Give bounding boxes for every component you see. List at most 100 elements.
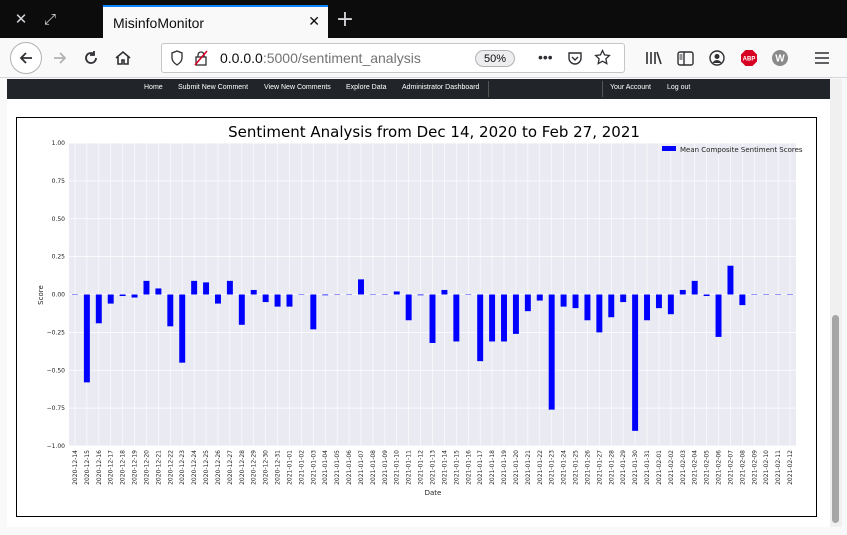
bar-2021-01-29 [620,294,627,303]
nav-home-link[interactable]: Home [144,84,163,91]
bar-2021-01-20 [512,294,519,334]
bar-2021-02-08 [739,294,746,306]
bar-2021-02-03 [679,289,686,295]
bar-2021-01-10 [393,291,400,295]
x-tick-label: 2021-02-12 [787,450,794,485]
x-tick-label: 2020-12-28 [239,450,246,485]
x-tick-label: 2021-01-03 [310,450,317,485]
bar-2021-01-07 [358,279,364,295]
bar-2021-01-03 [310,294,317,330]
bar-2021-01-17 [477,294,484,362]
page-scrollbar[interactable] [830,79,842,527]
x-tick-label: 2020-12-16 [96,450,103,485]
new-tab-button[interactable]: + [335,6,355,32]
scrollbar-thumb[interactable] [832,315,839,523]
pocket-icon[interactable] [567,50,583,69]
x-tick-label: 2021-01-15 [453,450,460,485]
svg-text:ABP: ABP [743,57,756,63]
x-tick-label: 2021-01-02 [298,450,305,485]
x-tick-label: 2020-12-26 [215,450,222,485]
nav-view-link[interactable]: View New Comments [264,84,331,91]
x-tick-label: 2020-12-15 [84,450,91,485]
x-tick-label: 2021-02-01 [656,450,663,485]
zoom-level-button[interactable]: 50% [475,50,515,67]
nav-explore-link[interactable]: Explore Data [346,84,387,91]
nav-account-link[interactable]: Your Account [610,84,651,91]
url-host: 0.0.0.0 [220,50,263,66]
x-tick-label: 2021-01-20 [513,450,520,485]
insecure-lock-icon[interactable] [194,50,208,69]
bar-2021-02-07 [727,265,734,295]
x-tick-label: 2021-01-12 [418,450,425,485]
x-tick-label: 2021-01-30 [632,450,639,485]
nav-divider [602,81,603,97]
x-tick-label: 2021-01-23 [549,450,556,485]
x-tick-label: 2020-12-31 [275,450,282,485]
x-tick-label: 2021-02-02 [668,450,675,485]
bar-2021-01-15 [453,294,460,342]
url-path: :5000/sentiment_analysis [262,50,421,66]
bar-2020-12-18 [119,294,126,297]
svg-text:W: W [775,54,785,65]
x-axis-label: Date [425,489,442,497]
navigation-toolbar: 0.0.0.0:5000/sentiment_analysis 50% ••• … [0,38,847,78]
x-tick-label: 2021-01-08 [370,450,377,485]
x-tick-label: 2021-01-24 [561,450,568,485]
extension-w-icon[interactable]: W [766,44,794,72]
y-tick-label: −1.00 [47,443,66,450]
nav-submit-link[interactable]: Submit New Comment [178,84,249,91]
x-tick-label: 2021-01-19 [501,450,508,485]
x-tick-label: 2021-01-25 [573,450,580,485]
bar-2020-12-16 [95,294,102,324]
bar-2021-01-18 [489,294,496,342]
bar-2020-12-17 [107,294,114,304]
reload-icon[interactable] [77,44,105,72]
adblock-icon[interactable]: ABP [735,44,763,72]
bar-2021-01-14 [441,289,448,295]
x-tick-label: 2020-12-29 [251,450,258,485]
url-bar[interactable]: 0.0.0.0:5000/sentiment_analysis 50% ••• [161,43,625,73]
y-tick-label: 1.00 [52,140,66,147]
bar-2021-01-22 [536,294,543,301]
x-tick-label: 2021-01-28 [608,450,615,485]
x-tick-label: 2021-01-16 [465,450,472,485]
bar-2021-01-30 [632,294,639,431]
bar-2021-02-06 [715,294,722,337]
forward-arrow-icon[interactable] [46,44,74,72]
x-tick-label: 2021-02-05 [704,450,711,485]
restore-icon[interactable]: ⤢ [43,10,56,28]
hamburger-menu-icon[interactable] [808,44,836,72]
x-tick-label: 2020-12-19 [132,450,139,485]
x-tick-label: 2021-01-14 [441,450,448,485]
star-icon[interactable] [594,48,611,69]
x-tick-label: 2021-01-01 [286,450,293,485]
x-tick-label: 2021-02-07 [727,450,734,485]
x-tick-label: 2020-12-23 [179,450,186,485]
back-arrow-icon[interactable] [10,42,42,74]
close-icon[interactable]: ✕ [14,10,28,28]
more-icon[interactable]: ••• [538,49,553,65]
library-icon[interactable] [640,44,668,72]
bar-2020-12-31 [274,294,281,307]
shield-icon[interactable] [170,50,184,69]
nav-logout-link[interactable]: Log out [667,84,691,91]
x-tick-label: 2021-01-27 [596,450,603,485]
close-icon[interactable]: ✕ [308,13,320,29]
nav-admin-link[interactable]: Administrator Dashboard [402,84,480,91]
bar-2020-12-26 [214,294,221,304]
account-icon[interactable] [703,44,731,72]
sentiment-bar-chart: Sentiment Analysis from Dec 14, 2020 to … [37,123,803,497]
home-icon[interactable] [109,44,137,72]
x-tick-label: 2021-01-18 [489,450,496,485]
x-tick-label: 2021-01-26 [584,450,591,485]
x-tick-label: 2020-12-22 [167,450,174,485]
sidebar-icon[interactable] [671,44,699,72]
x-tick-label: 2021-01-07 [358,450,365,485]
x-tick-label: 2020-12-24 [191,450,198,485]
bar-2020-12-30 [262,294,269,303]
tab-misinfomonitor[interactable]: MisinfoMonitor ✕ [103,5,328,38]
y-tick-label: 0.00 [52,292,66,299]
x-tick-label: 2021-01-11 [406,450,413,485]
x-tick-label: 2021-02-06 [716,450,723,485]
